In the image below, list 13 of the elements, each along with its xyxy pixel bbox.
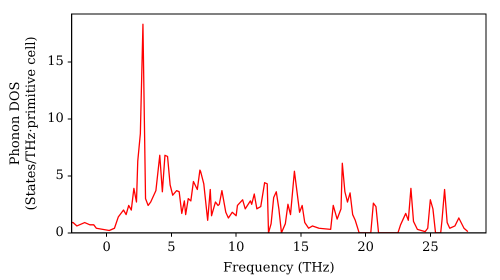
x-tick-label: 5: [167, 240, 176, 255]
x-tick-label: 10: [228, 240, 244, 255]
y-tick-label: 15: [47, 54, 64, 70]
x-tick-label: 25: [422, 240, 439, 255]
text: (States/THz·primitive cell): [24, 36, 39, 210]
x-tick-label: 0: [102, 240, 111, 255]
x-tick-label: 15: [292, 240, 310, 255]
x-tick-label: 20: [357, 240, 374, 255]
y-tick-label: 5: [55, 168, 64, 184]
y-tick-label: 0: [55, 225, 64, 240]
y-tick-label: 10: [47, 111, 64, 126]
x-axis-title: Frequency (THz): [223, 260, 335, 276]
text: Phonon DOS: [8, 82, 24, 166]
